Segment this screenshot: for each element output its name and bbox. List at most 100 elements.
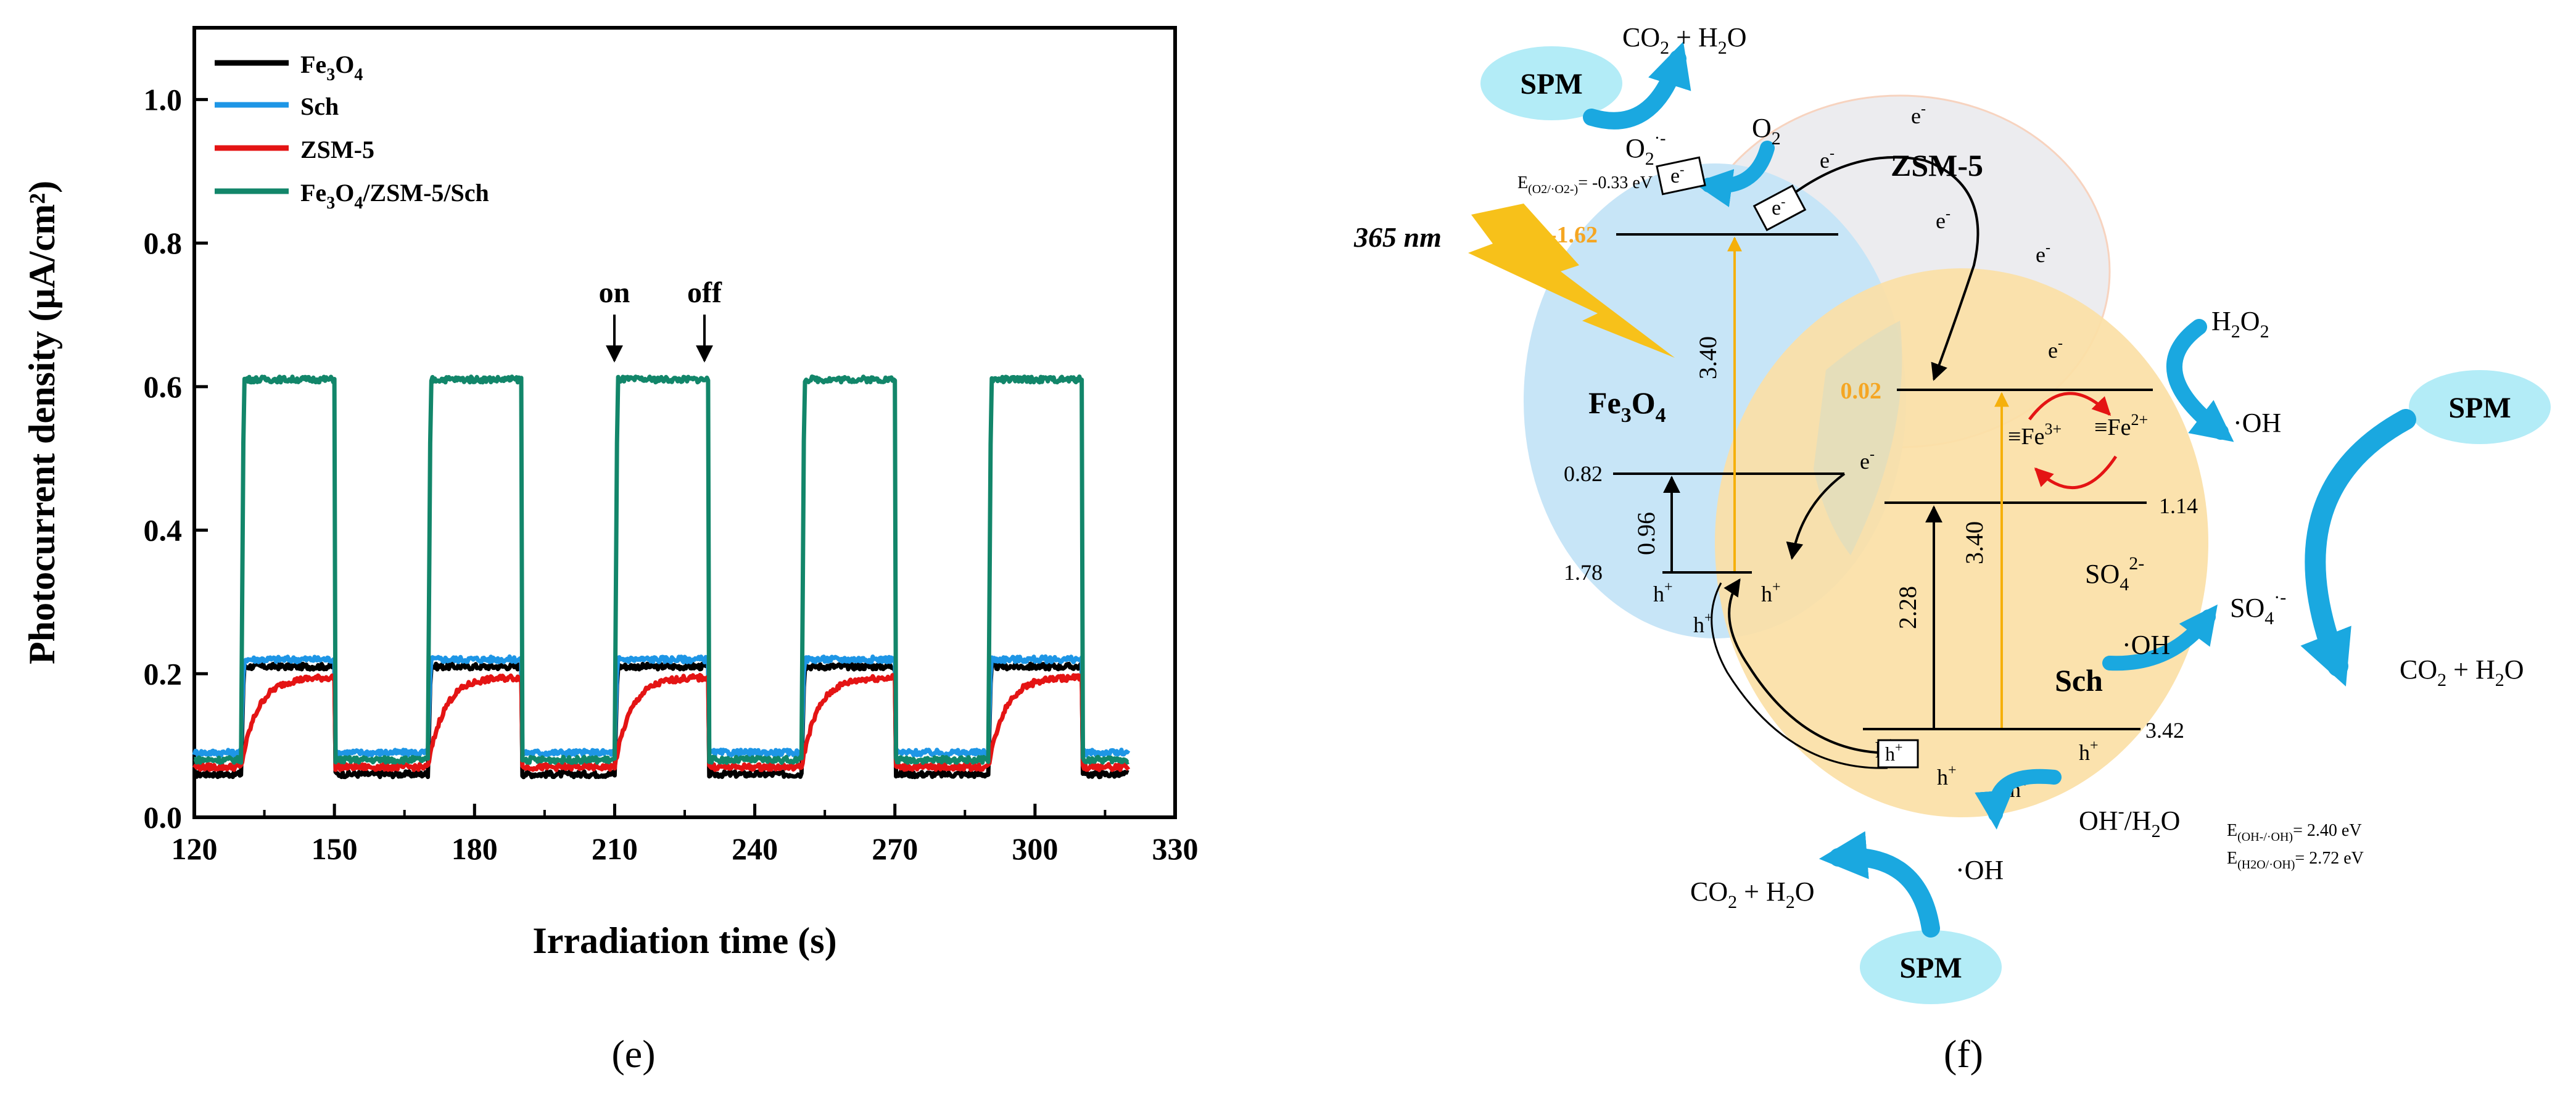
electron: e- [1860,447,1875,474]
hole: h+ [1653,579,1673,606]
e-o2-potential: E(O2/·O2-)= -0.33 eV [1517,173,1653,196]
wavelength-label: 365 nm [1353,221,1442,253]
photocurrent-chart: 120 150 180 210 240 270 300 330 0.0 0.2 0.4 0.6 0.8 1… [22,26,1199,1076]
level-sch-vb: 3.42 [2145,718,2184,743]
panel-label-e: (e) [611,1032,655,1076]
x-tick-label: 180 [452,831,498,866]
oh-radical-right: ·OH [2233,408,2281,438]
cyan-arrow-spm-top [1583,41,1691,130]
spm-right [2409,370,2551,444]
electron: e- [1936,206,1951,233]
electron-o2-box [1656,156,1706,196]
series-line-sch [192,654,1131,758]
x-tick-label: 210 [592,831,638,866]
level-sch-mid: 1.14 [2159,493,2198,518]
y-tick-label: 0.8 [144,226,183,260]
annotation-on: on [599,276,630,309]
x-tick-label: 330 [1152,831,1199,866]
e-h2o-potential: E(H2O/·OH)= 2.72 eV [2227,849,2364,872]
legend-label-composite: Fe3O4/ZSM-5/Sch [300,179,489,213]
fe2-label: ≡Fe2+ [2094,411,2148,440]
level-sch-cb: 0.02 [1841,378,1882,404]
x-tick-label: 150 [312,831,358,866]
spm-bottom [1860,930,2002,1004]
so4-radical-label: SO4·- [2230,587,2286,629]
electron-transfer-arrow [1775,156,1979,381]
spm-bottom-label: SPM [1899,952,1962,984]
legend-label-sch: Sch [300,93,339,120]
cyan-arrow-so4 [2102,604,2218,671]
annotation-off: off [687,276,722,309]
x-tick-label: 270 [872,831,918,866]
legend-label-zsm5: ZSM-5 [300,136,374,163]
electron-o2-label: e- [1670,162,1684,188]
x-tick-label: 120 [171,831,218,866]
oh-radical-sch: ·OH [2122,630,2170,660]
electron-to-fe-arrow [1786,472,1846,560]
hole-box-label: h+ [1885,740,1902,765]
co2-h2o-right: CO2 + H2O [2400,654,2524,690]
hole-box [1877,739,1919,769]
electron: e- [2036,240,2050,267]
axis-ticks: 120 150 180 210 240 270 300 330 0.0 0.2 0.4 0.6 0.8 1… [144,82,1199,866]
cyan-arrow-o2 [1693,141,1775,207]
cyan-arrow-h2o2 [2166,319,2234,442]
x-axis-label: Irradiation time (s) [532,920,836,961]
so4-label: SO42- [2085,553,2144,595]
fe-gap-value: 3.40 [1694,336,1722,379]
electron: e- [1911,101,1926,128]
fe3o4-label: Fe3O4 [1588,386,1666,427]
series-line-zsm-5 [192,672,1131,772]
electron: e- [2048,336,2063,363]
e-oh-potential: E(OH-/·OH)= 2.40 eV [2227,821,2362,844]
sch-small-value: 2.28 [1894,586,1922,629]
hole: h+ [1937,762,1957,790]
cyan-arrow-ohh2o [1975,769,2062,830]
fe-small-value: 0.96 [1632,512,1660,555]
y-tick-label: 0.6 [144,369,183,404]
legend-label-fe3o4: Fe3O4 [300,51,363,85]
o2-label: O2 [1752,113,1781,149]
y-tick-label: 0.2 [144,656,183,691]
mechanism-diagram: -1.62 0.02 0.82 1.78 1.14 3.42 3.40 0.96… [1353,22,2551,1076]
series-line-fe3o4-zsm-5-sch [193,374,1129,765]
hole-transfer-arrow-inner [1711,582,1888,769]
legend: Fe3O4 Sch ZSM-5 Fe3O4/ZSM-5/Sch [215,51,489,213]
hole-transfer-arrow [1724,578,1901,754]
cyan-arrow-spm-bottom [1818,831,1940,938]
overlap-region [1814,321,1902,555]
spm-top-label: SPM [1520,68,1582,101]
y-tick-label: 0.0 [144,800,183,835]
fe3-label: ≡Fe3+ [2008,420,2062,450]
o2-radical-label: O2·- [1625,129,1666,169]
electron-box-label: e- [1772,194,1785,220]
fe-cycle-arrow-bottom [2034,455,2118,490]
y-tick-label: 1.0 [144,82,183,117]
panel-label-f: (f) [1944,1032,1983,1076]
co2-h2o-bottom: CO2 + H2O [1690,876,1815,912]
spm-top [1480,46,1622,120]
hole: h+ [1761,579,1781,606]
hole: h+ [1693,610,1713,637]
oh-radical-bottom: ·OH [1955,855,2004,885]
sch-gap-value: 3.40 [1960,521,1988,564]
y-axis-label: Photocurrent density (μA/cm²) [22,181,62,664]
y-tick-label: 0.4 [144,513,183,548]
fe-cycle-arrow-top [2028,392,2112,421]
electron-labels: e- e- e- e- e- e- [1820,101,2063,474]
level-fe-vb: 1.78 [1564,560,1603,585]
co2-h2o-top: CO2 + H2O [1622,22,1747,58]
electron: e- [1820,146,1835,173]
series-line-fe3o4 [193,661,1129,780]
h2o2-label: H2O2 [2211,306,2269,342]
electron-box [1752,184,1807,231]
series-lines [192,374,1131,780]
oh-h2o-label: OH-/H2O [2079,801,2180,841]
level-fe-mid: 0.82 [1564,461,1603,486]
light-bolt-icon [1468,204,1675,358]
x-tick-label: 300 [1012,831,1058,866]
sch-label: Sch [2055,663,2103,698]
spm-right-label: SPM [2448,392,2511,424]
x-tick-label: 240 [732,831,778,866]
